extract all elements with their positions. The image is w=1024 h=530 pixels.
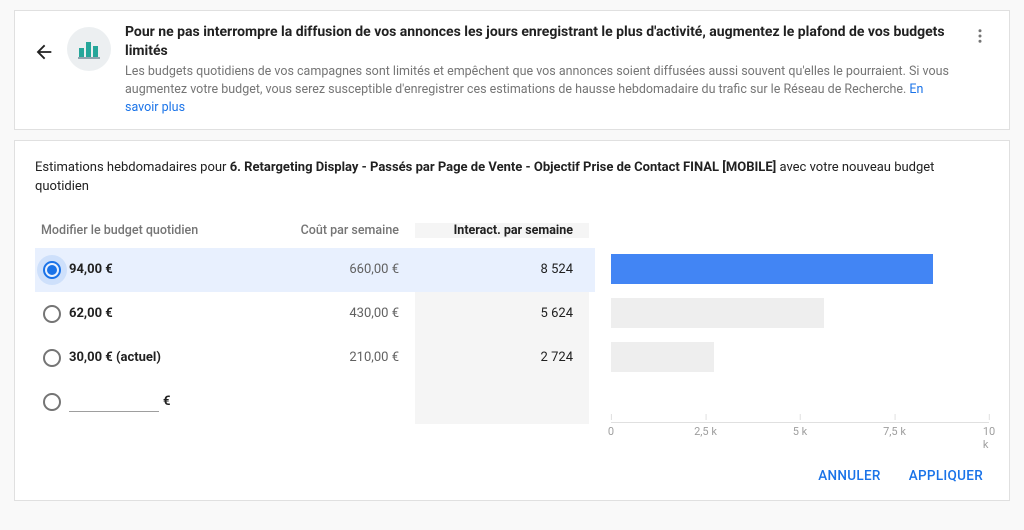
back-button[interactable] (29, 23, 59, 63)
estimation-card: Estimations hebdomadaires pour 6. Retarg… (14, 140, 1010, 501)
content-row: Modifier le budget quotidien Coût par se… (35, 217, 989, 446)
custom-budget-row: € (35, 380, 595, 424)
budget-value: 94,00 € (69, 262, 265, 277)
recommendation-icon-wrap (59, 23, 119, 71)
recommendation-header-card: Pour ne pas interrompre la diffusion de … (14, 10, 1010, 130)
cost-value: 660,00 € (265, 262, 415, 277)
interactions-value: 5 624 (415, 292, 589, 336)
axis-tick: 7,5 k (883, 417, 906, 438)
apply-button[interactable]: APPLIQUER (909, 468, 983, 484)
custom-budget-input[interactable] (69, 392, 159, 412)
more-options-button[interactable] (965, 23, 995, 45)
chart-bar-row (611, 335, 989, 379)
budget-option-row[interactable]: 62,00 €430,00 €5 624 (35, 292, 595, 336)
chart-bar-row (611, 247, 989, 291)
col-header-cost: Coût par semaine (265, 223, 415, 238)
budget-radio[interactable] (43, 261, 61, 279)
axis-tick: 0 (608, 417, 614, 438)
header-title: Pour ne pas interrompre la diffusion de … (125, 23, 959, 61)
table-header: Modifier le budget quotidien Coût par se… (35, 217, 595, 248)
cost-value: 210,00 € (265, 350, 415, 365)
interactions-value: 8 524 (415, 248, 589, 292)
axis-tick: 2,5 k (694, 417, 717, 438)
budget-option-row[interactable]: 94,00 €660,00 €8 524 (35, 248, 595, 292)
bar-chart-icon (67, 27, 111, 71)
header-text: Pour ne pas interrompre la diffusion de … (119, 23, 965, 117)
estimation-subhead: Estimations hebdomadaires pour 6. Retarg… (35, 159, 989, 197)
chart-x-axis: 02,5 k5 k7,5 k10 k (611, 422, 989, 446)
axis-tick: 10 k (983, 417, 995, 451)
header-description: Les budgets quotidiens de vos campagnes … (125, 63, 959, 117)
interactions-chart: 02,5 k5 k7,5 k10 k (595, 217, 989, 446)
chart-bar (611, 298, 824, 328)
cost-value: 430,00 € (265, 306, 415, 321)
col-header-budget: Modifier le budget quotidien (35, 223, 265, 238)
col-header-interactions: Interact. par semaine (415, 223, 589, 238)
budget-value: 62,00 € (69, 306, 265, 321)
axis-tick: 5 k (793, 417, 808, 438)
budget-table: Modifier le budget quotidien Coût par se… (35, 217, 595, 446)
more-vert-icon (971, 27, 989, 45)
interactions-value: 2 724 (415, 336, 589, 380)
custom-budget-radio[interactable] (43, 393, 61, 411)
dialog-footer: ANNULER APPLIQUER (35, 446, 989, 486)
chart-bar (611, 254, 933, 284)
chart-bar-row (611, 291, 989, 335)
currency-symbol: € (163, 394, 170, 409)
campaign-name: 6. Retargeting Display - Passés par Page… (230, 160, 777, 175)
budget-radio[interactable] (43, 305, 61, 323)
budget-option-row[interactable]: 30,00 € (actuel)210,00 €2 724 (35, 336, 595, 380)
arrow-left-icon (33, 41, 55, 63)
cancel-button[interactable]: ANNULER (818, 468, 880, 484)
budget-value: 30,00 € (actuel) (69, 350, 265, 365)
budget-radio[interactable] (43, 349, 61, 367)
chart-bar (611, 342, 714, 372)
